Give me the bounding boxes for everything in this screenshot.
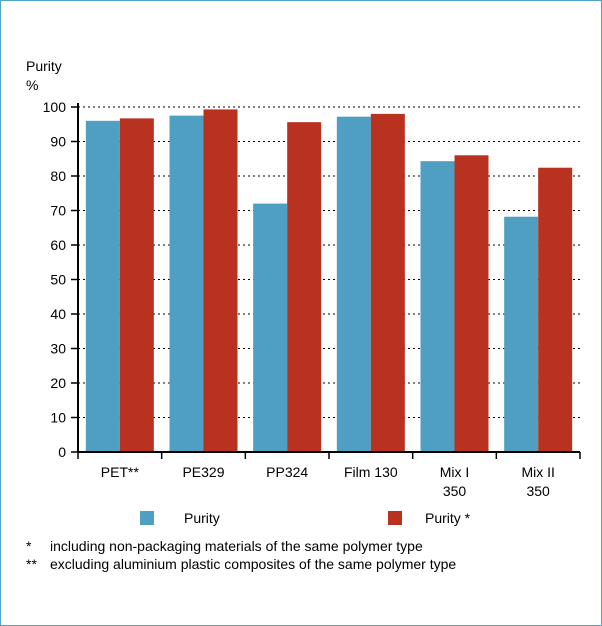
bar-series-1	[504, 216, 539, 452]
x-tick-label: Mix I	[440, 464, 470, 480]
bar-series-1	[169, 115, 204, 452]
bar-series-1	[253, 203, 288, 452]
y-tick-label: 30	[50, 341, 66, 357]
y-axis-label: Purity	[26, 58, 62, 74]
legend-swatch-series-1	[140, 511, 154, 525]
y-axis-unit: %	[26, 77, 38, 93]
bar-series-2	[119, 118, 154, 452]
legend-label-series-2: Purity *	[425, 510, 471, 526]
bar-series-1	[85, 120, 120, 453]
footnote-1-text: including non-packaging materials of the…	[50, 538, 423, 554]
bar-series-2	[203, 109, 238, 452]
bar-series-2	[287, 122, 322, 453]
x-tick-label: 350	[526, 483, 550, 499]
x-tick-label: PP324	[266, 464, 308, 480]
legend-swatch-series-2	[388, 511, 402, 525]
footnote-1: * including non-packaging materials of th…	[26, 538, 423, 554]
x-tick-label: PE329	[182, 464, 224, 480]
footnote-2: ** excluding aluminium plastic composites…	[26, 556, 456, 572]
bar-series-2	[370, 113, 405, 453]
footnote-2-mark: **	[26, 556, 37, 572]
y-tick-label: 80	[50, 168, 66, 184]
x-tick-label: 350	[443, 483, 467, 499]
legend: Purity Purity *	[140, 510, 471, 526]
legend-label-series-1: Purity	[184, 510, 220, 526]
y-tick-label: 40	[50, 306, 66, 322]
bar-series-2	[538, 167, 573, 452]
bars	[85, 109, 573, 453]
bar-series-1	[336, 116, 371, 452]
y-tick-label: 0	[58, 444, 66, 460]
x-tick-label: PET**	[101, 464, 140, 480]
gridlines	[78, 106, 580, 418]
x-tick-label: Mix II	[521, 464, 554, 480]
y-tick-label: 10	[50, 410, 66, 426]
y-tick-label: 60	[50, 237, 66, 253]
x-tick-label: Film 130	[344, 464, 398, 480]
y-tick-label: 90	[50, 134, 66, 150]
footnote-1-mark: *	[26, 538, 32, 554]
x-axis-ticks: PET** PE329 PP324 Film 130 Mix I 350 Mix II 350	[77, 452, 581, 499]
footnote-2-text: excluding aluminium plastic composites o…	[50, 556, 457, 572]
y-tick-label: 100	[43, 99, 67, 115]
y-tick-label: 70	[50, 203, 66, 219]
y-tick-label: 50	[50, 272, 66, 288]
bar-series-2	[454, 155, 489, 453]
bar-series-1	[420, 161, 455, 453]
y-tick-label: 20	[50, 375, 66, 391]
